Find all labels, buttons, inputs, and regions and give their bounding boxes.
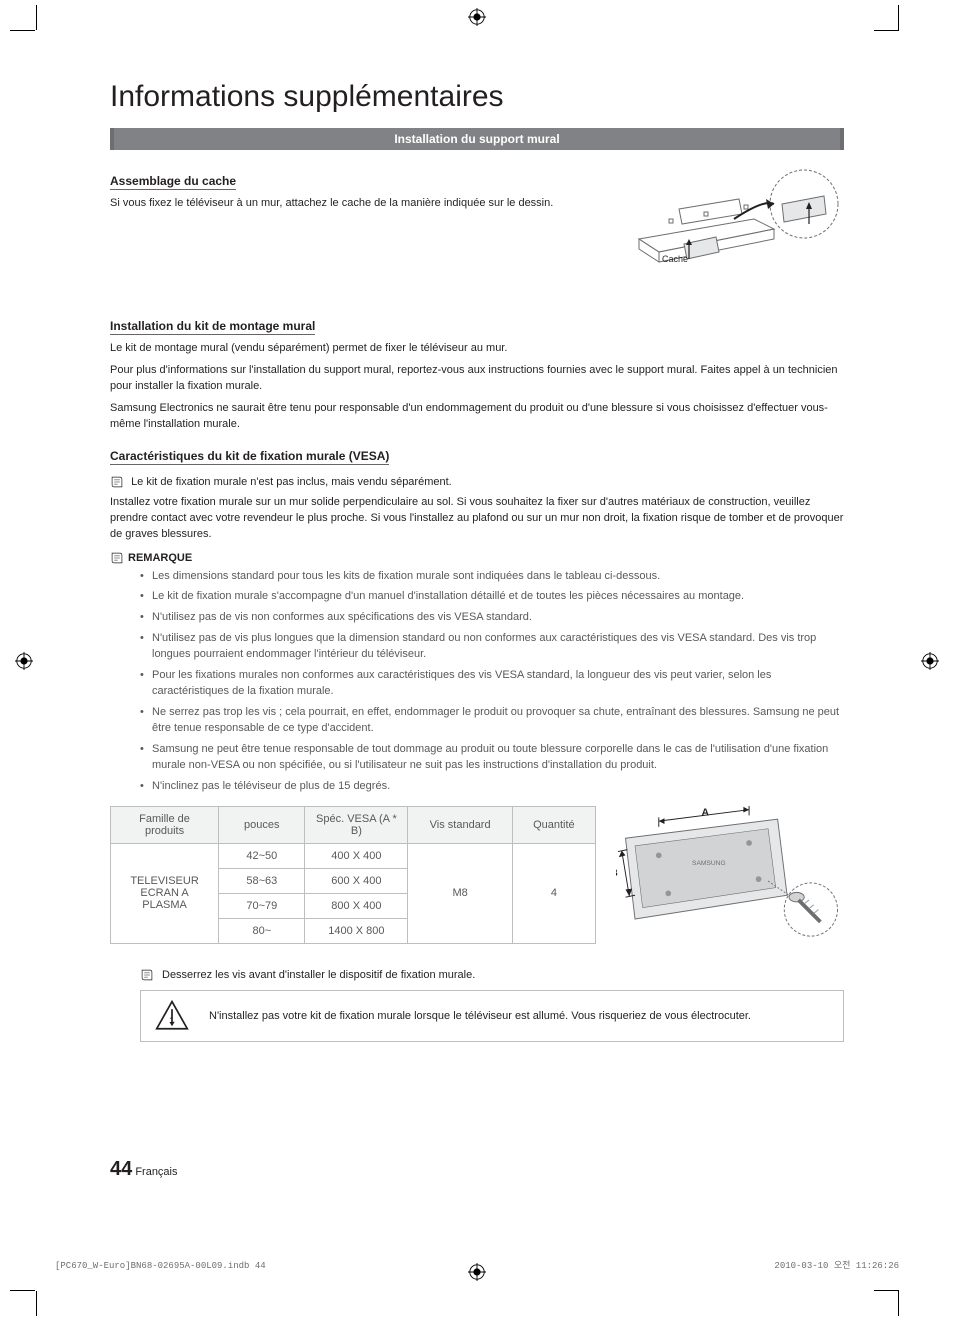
list-item: Samsung ne peut être tenue responsable d… bbox=[140, 742, 844, 774]
list-item: N'utilisez pas de vis plus longues que l… bbox=[140, 631, 844, 663]
subhead-assemblage: Assemblage du cache bbox=[110, 174, 236, 190]
td-family: TELEVISEUR ECRAN A PLASMA bbox=[111, 843, 219, 943]
td-pouces: 58~63 bbox=[219, 868, 305, 893]
th-qty: Quantité bbox=[512, 806, 595, 843]
td-pouces: 70~79 bbox=[219, 893, 305, 918]
list-item: N'utilisez pas de vis non conformes aux … bbox=[140, 610, 844, 626]
note-icon bbox=[140, 968, 154, 982]
td-qty: 4 bbox=[512, 843, 595, 943]
page-number-value: 44 bbox=[110, 1158, 132, 1180]
body-text: Si vous fixez le téléviseur à un mur, at… bbox=[110, 196, 622, 212]
list-item: Les dimensions standard pour tous les ki… bbox=[140, 569, 844, 585]
td-spec: 600 X 400 bbox=[305, 868, 408, 893]
td-spec: 800 X 400 bbox=[305, 893, 408, 918]
list-item: Le kit de fixation murale s'accompagne d… bbox=[140, 589, 844, 605]
body-text: Installez votre fixation murale sur un m… bbox=[110, 495, 844, 543]
tv-back-diagram-icon: SAMSUNG A B bbox=[616, 806, 844, 956]
td-vis: M8 bbox=[408, 843, 513, 943]
th-spec: Spéc. VESA (A * B) bbox=[305, 806, 408, 843]
td-spec: 1400 X 800 bbox=[305, 918, 408, 943]
section-heading-bar: Installation du support mural bbox=[110, 128, 844, 150]
body-text: Pour plus d'informations sur l'installat… bbox=[110, 363, 844, 395]
remarque-label: REMARQUE bbox=[128, 552, 192, 564]
note-line: Le kit de fixation murale n'est pas incl… bbox=[110, 475, 844, 489]
td-pouces: 42~50 bbox=[219, 843, 305, 868]
note-icon bbox=[110, 475, 124, 489]
warning-icon bbox=[155, 999, 189, 1033]
dim-b-label: B bbox=[616, 868, 618, 879]
th-vis: Vis standard bbox=[408, 806, 513, 843]
cache-label: Cache bbox=[662, 254, 688, 264]
td-pouces: 80~ bbox=[219, 918, 305, 943]
list-item: N'inclinez pas le téléviseur de plus de … bbox=[140, 779, 844, 795]
warning-text: N'installez pas votre kit de fixation mu… bbox=[209, 1010, 751, 1022]
subhead-vesa: Caractéristiques du kit de fixation mura… bbox=[110, 449, 389, 465]
body-text: Samsung Electronics ne saurait être tenu… bbox=[110, 401, 844, 433]
note-icon bbox=[110, 551, 124, 565]
page: Informations supplémentaires Installatio… bbox=[0, 0, 954, 1321]
footer-right: 2010-03-10 오전 11:26:26 bbox=[774, 1258, 899, 1271]
svg-text:SAMSUNG: SAMSUNG bbox=[692, 860, 726, 867]
page-number: 44 Français bbox=[110, 1158, 178, 1181]
bullet-list: Les dimensions standard pour tous les ki… bbox=[110, 569, 844, 795]
cache-diagram-icon: Cache bbox=[634, 164, 844, 284]
body-text: Le kit de montage mural (vendu séparémen… bbox=[110, 341, 844, 357]
tip-line: Desserrez les vis avant d'installer le d… bbox=[140, 968, 844, 982]
vesa-table: Famille de produits pouces Spéc. VESA (A… bbox=[110, 806, 596, 944]
th-famille: Famille de produits bbox=[111, 806, 219, 843]
warning-box: N'installez pas votre kit de fixation mu… bbox=[140, 990, 844, 1042]
tip-text: Desserrez les vis avant d'installer le d… bbox=[162, 969, 475, 981]
list-item: Ne serrez pas trop les vis ; cela pourra… bbox=[140, 705, 844, 737]
td-spec: 400 X 400 bbox=[305, 843, 408, 868]
dim-a-label: A bbox=[701, 807, 709, 818]
list-item: Pour les fixations murales non conformes… bbox=[140, 668, 844, 700]
page-lang: Français bbox=[135, 1166, 177, 1178]
note-text: Le kit de fixation murale n'est pas incl… bbox=[131, 476, 452, 488]
page-title: Informations supplémentaires bbox=[110, 80, 844, 114]
th-pouces: pouces bbox=[219, 806, 305, 843]
footer-left: [PC670_W-Euro]BN68-02695A-00L09.indb 44 bbox=[55, 1261, 266, 1271]
subhead-install-kit: Installation du kit de montage mural bbox=[110, 319, 315, 335]
remarque-head: REMARQUE bbox=[110, 551, 844, 565]
